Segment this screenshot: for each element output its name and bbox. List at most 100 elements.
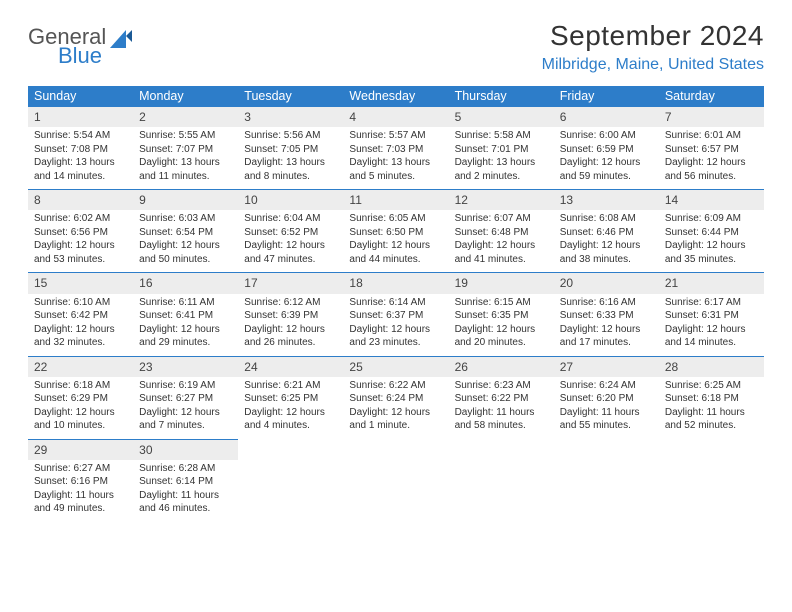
dow-saturday: Saturday <box>659 86 764 106</box>
sunrise-text: Sunrise: 6:05 AM <box>349 212 442 226</box>
logo-text-block: General Blue <box>28 26 106 67</box>
daylight-text: Daylight: 12 hours and 53 minutes. <box>34 239 127 266</box>
day-body: Sunrise: 6:04 AMSunset: 6:52 PMDaylight:… <box>238 210 343 266</box>
sunset-text: Sunset: 6:18 PM <box>665 392 758 406</box>
daylight-text: Daylight: 12 hours and 35 minutes. <box>665 239 758 266</box>
dow-thursday: Thursday <box>449 86 554 106</box>
day-number: 17 <box>238 273 343 293</box>
daylight-text: Daylight: 12 hours and 50 minutes. <box>139 239 232 266</box>
day-body: Sunrise: 6:24 AMSunset: 6:20 PMDaylight:… <box>554 377 659 433</box>
day-number: 24 <box>238 357 343 377</box>
day-cell: 14Sunrise: 6:09 AMSunset: 6:44 PMDayligh… <box>659 189 764 272</box>
sunset-text: Sunset: 6:35 PM <box>455 309 548 323</box>
sunrise-text: Sunrise: 6:07 AM <box>455 212 548 226</box>
sunrise-text: Sunrise: 6:11 AM <box>139 296 232 310</box>
day-number: 20 <box>554 273 659 293</box>
daylight-text: Daylight: 13 hours and 2 minutes. <box>455 156 548 183</box>
day-number: 1 <box>28 107 133 127</box>
day-body: Sunrise: 6:00 AMSunset: 6:59 PMDaylight:… <box>554 127 659 183</box>
sunset-text: Sunset: 7:08 PM <box>34 143 127 157</box>
day-number: 4 <box>343 107 448 127</box>
empty-day-cell <box>343 439 448 522</box>
day-number: 11 <box>343 190 448 210</box>
day-cell: 7Sunrise: 6:01 AMSunset: 6:57 PMDaylight… <box>659 106 764 189</box>
sunset-text: Sunset: 6:48 PM <box>455 226 548 240</box>
sunset-text: Sunset: 6:33 PM <box>560 309 653 323</box>
daylight-text: Daylight: 12 hours and 1 minute. <box>349 406 442 433</box>
day-body: Sunrise: 5:57 AMSunset: 7:03 PMDaylight:… <box>343 127 448 183</box>
sunset-text: Sunset: 6:27 PM <box>139 392 232 406</box>
weeks-container: 1Sunrise: 5:54 AMSunset: 7:08 PMDaylight… <box>28 106 764 522</box>
day-body: Sunrise: 6:17 AMSunset: 6:31 PMDaylight:… <box>659 294 764 350</box>
triangle-icon <box>110 30 132 53</box>
sunset-text: Sunset: 7:05 PM <box>244 143 337 157</box>
day-cell: 4Sunrise: 5:57 AMSunset: 7:03 PMDaylight… <box>343 106 448 189</box>
daylight-text: Daylight: 12 hours and 29 minutes. <box>139 323 232 350</box>
day-number: 12 <box>449 190 554 210</box>
sunset-text: Sunset: 7:07 PM <box>139 143 232 157</box>
day-cell: 11Sunrise: 6:05 AMSunset: 6:50 PMDayligh… <box>343 189 448 272</box>
sunrise-text: Sunrise: 5:55 AM <box>139 129 232 143</box>
daylight-text: Daylight: 12 hours and 23 minutes. <box>349 323 442 350</box>
sunrise-text: Sunrise: 6:01 AM <box>665 129 758 143</box>
daylight-text: Daylight: 12 hours and 47 minutes. <box>244 239 337 266</box>
day-number: 14 <box>659 190 764 210</box>
sunset-text: Sunset: 6:44 PM <box>665 226 758 240</box>
sunset-text: Sunset: 6:31 PM <box>665 309 758 323</box>
day-cell: 8Sunrise: 6:02 AMSunset: 6:56 PMDaylight… <box>28 189 133 272</box>
sunrise-text: Sunrise: 5:57 AM <box>349 129 442 143</box>
sunset-text: Sunset: 7:03 PM <box>349 143 442 157</box>
day-body: Sunrise: 6:22 AMSunset: 6:24 PMDaylight:… <box>343 377 448 433</box>
daylight-text: Daylight: 12 hours and 26 minutes. <box>244 323 337 350</box>
sunrise-text: Sunrise: 6:12 AM <box>244 296 337 310</box>
day-number: 22 <box>28 357 133 377</box>
daylight-text: Daylight: 12 hours and 20 minutes. <box>455 323 548 350</box>
sunset-text: Sunset: 6:41 PM <box>139 309 232 323</box>
day-cell: 17Sunrise: 6:12 AMSunset: 6:39 PMDayligh… <box>238 272 343 355</box>
sunset-text: Sunset: 6:42 PM <box>34 309 127 323</box>
logo-word-blue: Blue <box>58 45 106 67</box>
header-row: General Blue September 2024 Milbridge, M… <box>28 20 764 74</box>
dow-friday: Friday <box>554 86 659 106</box>
dow-sunday: Sunday <box>28 86 133 106</box>
day-cell: 28Sunrise: 6:25 AMSunset: 6:18 PMDayligh… <box>659 356 764 439</box>
day-cell: 1Sunrise: 5:54 AMSunset: 7:08 PMDaylight… <box>28 106 133 189</box>
calendar-grid: Sunday Monday Tuesday Wednesday Thursday… <box>28 86 764 522</box>
sunrise-text: Sunrise: 6:09 AM <box>665 212 758 226</box>
day-body: Sunrise: 6:02 AMSunset: 6:56 PMDaylight:… <box>28 210 133 266</box>
day-number: 30 <box>133 440 238 460</box>
day-cell: 19Sunrise: 6:15 AMSunset: 6:35 PMDayligh… <box>449 272 554 355</box>
day-cell: 15Sunrise: 6:10 AMSunset: 6:42 PMDayligh… <box>28 272 133 355</box>
week-row: 1Sunrise: 5:54 AMSunset: 7:08 PMDaylight… <box>28 106 764 189</box>
sunrise-text: Sunrise: 6:27 AM <box>34 462 127 476</box>
sunrise-text: Sunrise: 6:18 AM <box>34 379 127 393</box>
sunset-text: Sunset: 6:20 PM <box>560 392 653 406</box>
sunrise-text: Sunrise: 6:00 AM <box>560 129 653 143</box>
day-number: 9 <box>133 190 238 210</box>
empty-day-cell <box>659 439 764 522</box>
sunset-text: Sunset: 6:56 PM <box>34 226 127 240</box>
day-cell: 25Sunrise: 6:22 AMSunset: 6:24 PMDayligh… <box>343 356 448 439</box>
daylight-text: Daylight: 11 hours and 58 minutes. <box>455 406 548 433</box>
sunset-text: Sunset: 6:14 PM <box>139 475 232 489</box>
day-number: 18 <box>343 273 448 293</box>
day-cell: 9Sunrise: 6:03 AMSunset: 6:54 PMDaylight… <box>133 189 238 272</box>
day-body: Sunrise: 6:19 AMSunset: 6:27 PMDaylight:… <box>133 377 238 433</box>
daylight-text: Daylight: 12 hours and 38 minutes. <box>560 239 653 266</box>
day-number: 3 <box>238 107 343 127</box>
day-number: 8 <box>28 190 133 210</box>
location-subtitle: Milbridge, Maine, United States <box>542 56 764 74</box>
day-body: Sunrise: 6:16 AMSunset: 6:33 PMDaylight:… <box>554 294 659 350</box>
day-of-week-header: Sunday Monday Tuesday Wednesday Thursday… <box>28 86 764 106</box>
day-cell: 12Sunrise: 6:07 AMSunset: 6:48 PMDayligh… <box>449 189 554 272</box>
day-body: Sunrise: 6:12 AMSunset: 6:39 PMDaylight:… <box>238 294 343 350</box>
sunset-text: Sunset: 7:01 PM <box>455 143 548 157</box>
week-row: 22Sunrise: 6:18 AMSunset: 6:29 PMDayligh… <box>28 356 764 439</box>
daylight-text: Daylight: 13 hours and 5 minutes. <box>349 156 442 183</box>
sunset-text: Sunset: 6:46 PM <box>560 226 653 240</box>
day-number: 6 <box>554 107 659 127</box>
sunset-text: Sunset: 6:52 PM <box>244 226 337 240</box>
day-number: 27 <box>554 357 659 377</box>
day-body: Sunrise: 6:18 AMSunset: 6:29 PMDaylight:… <box>28 377 133 433</box>
day-body: Sunrise: 6:09 AMSunset: 6:44 PMDaylight:… <box>659 210 764 266</box>
